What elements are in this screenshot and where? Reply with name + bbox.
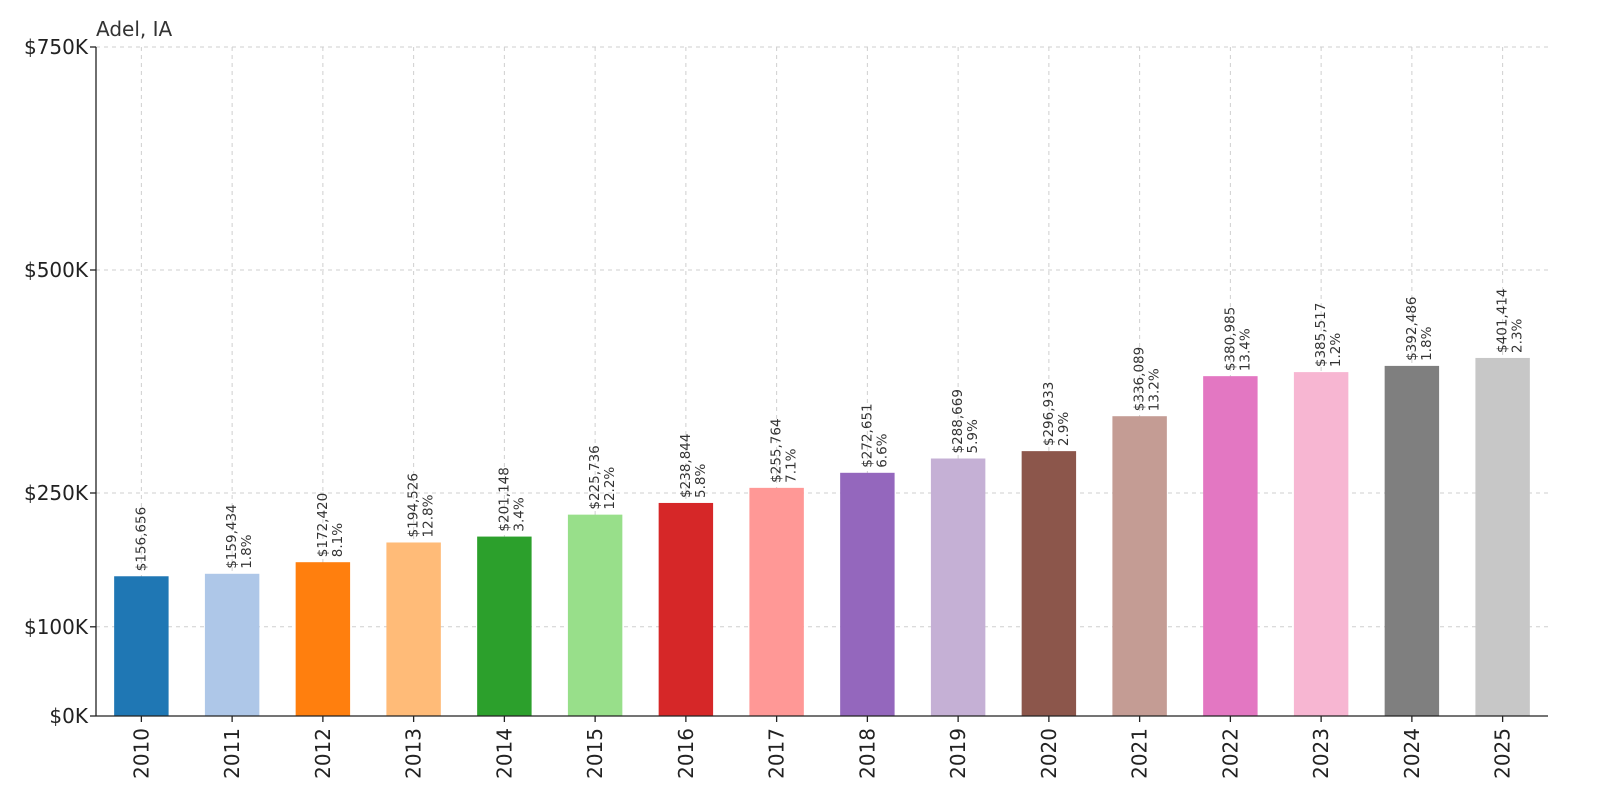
x-tick-label: 2016	[674, 728, 698, 779]
value-label: $238,844	[678, 434, 694, 498]
bar-2024	[1384, 365, 1440, 716]
bar-2022	[1203, 376, 1258, 716]
bar-2018	[840, 472, 895, 716]
value-label: $255,764	[769, 418, 785, 482]
value-label: $385,517	[1313, 303, 1329, 367]
value-label: $225,736	[587, 445, 603, 509]
bar-2013	[386, 542, 441, 716]
x-tick-label: 2010	[129, 728, 153, 779]
x-tick-label: 2013	[402, 728, 426, 779]
x-tick-label: 2018	[855, 728, 879, 779]
value-label: $159,434	[224, 504, 240, 568]
y-tick-label: $250K	[24, 481, 89, 505]
bar-2019	[930, 458, 986, 716]
bar-2012	[295, 562, 351, 716]
bar-2014	[477, 536, 532, 716]
value-label: $288,669	[950, 389, 966, 453]
y-tick-label: $100K	[24, 615, 89, 639]
value-label: $172,420	[315, 493, 331, 557]
change-label: 3.4%	[511, 497, 527, 531]
change-label: 1.8%	[1419, 326, 1435, 360]
axis-layer	[90, 46, 1548, 722]
x-tick-label: 2011	[220, 728, 244, 779]
value-label: $156,656	[133, 507, 149, 571]
bar-layer	[114, 357, 1530, 716]
bar-2011	[204, 573, 260, 716]
bar-2021	[1112, 416, 1167, 716]
change-label: 1.2%	[1328, 333, 1344, 367]
value-label: $296,933	[1041, 382, 1057, 446]
bar-2016	[658, 502, 714, 716]
x-tick-label: 2014	[492, 728, 516, 779]
change-label: 2.9%	[1056, 412, 1072, 446]
change-label: 7.1%	[784, 448, 800, 482]
label-layer: $0K $100K $250K $500K $750K 2010 $156,656 2011 $…	[24, 35, 1526, 779]
change-label: 12.2%	[602, 467, 618, 510]
bar-2015	[567, 514, 623, 716]
change-label: 13.4%	[1237, 328, 1253, 371]
bar-2010	[114, 576, 169, 716]
change-label: 6.6%	[874, 433, 890, 467]
value-label: $380,985	[1222, 307, 1238, 371]
change-label: 1.8%	[239, 534, 255, 568]
value-label: $336,089	[1132, 347, 1148, 411]
change-label: 5.9%	[965, 419, 981, 453]
x-tick-label: 2019	[946, 728, 970, 779]
x-tick-label: 2023	[1309, 728, 1333, 779]
x-tick-label: 2025	[1491, 728, 1515, 779]
chart-title: Adel, IA	[96, 17, 173, 41]
change-label: 5.8%	[693, 463, 709, 497]
x-tick-label: 2021	[1128, 728, 1152, 779]
change-label: 8.1%	[330, 523, 346, 557]
x-tick-label: 2017	[765, 728, 789, 779]
x-tick-label: 2012	[311, 728, 335, 779]
bar-2020	[1021, 451, 1077, 716]
change-label: 12.8%	[421, 494, 437, 537]
y-tick-label: $750K	[24, 35, 89, 59]
bar-2017	[749, 487, 804, 716]
bar-2023	[1293, 372, 1349, 716]
x-tick-label: 2022	[1218, 728, 1242, 779]
value-label: $401,414	[1495, 289, 1511, 353]
value-label: $392,486	[1404, 296, 1420, 360]
bar-2025	[1475, 357, 1530, 716]
change-label: 2.3%	[1510, 318, 1526, 352]
x-tick-label: 2024	[1400, 728, 1424, 779]
value-label: $201,148	[496, 467, 512, 531]
value-label: $194,526	[406, 473, 422, 537]
x-tick-label: 2020	[1037, 728, 1061, 779]
x-tick-label: 2015	[583, 728, 607, 779]
change-label: 13.2%	[1147, 368, 1163, 411]
value-label: $272,651	[859, 403, 875, 467]
y-tick-label: $0K	[49, 704, 88, 728]
y-tick-label: $500K	[24, 258, 89, 282]
